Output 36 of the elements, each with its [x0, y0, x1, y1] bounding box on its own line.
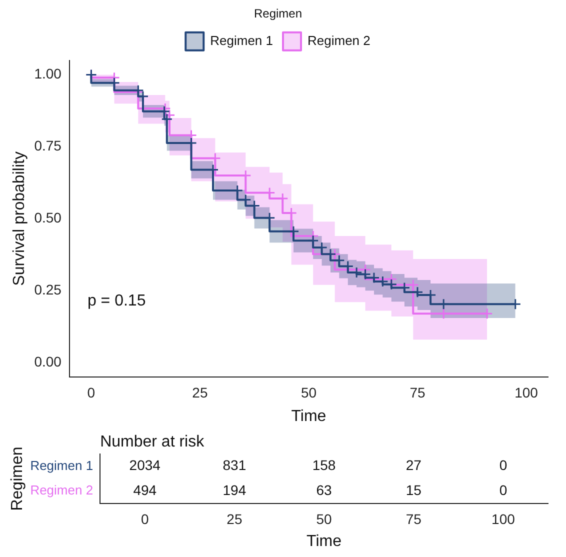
data-label: 0: [499, 457, 508, 474]
data-label: 494: [133, 482, 157, 498]
x-tick-label: 25: [192, 384, 208, 400]
x-tick-label: 50: [316, 510, 332, 527]
data-label: 831: [222, 457, 246, 474]
data-label: 194: [222, 482, 246, 498]
annotation: p = 0.15: [87, 292, 146, 310]
x-tick-label: 50: [300, 384, 317, 400]
y-tick-label: 1.00: [34, 66, 62, 82]
x-tick-label: 100: [492, 510, 516, 527]
y-tick-label: 0.00: [34, 353, 62, 370]
chart-title: Number at risk: [100, 433, 206, 450]
legend-label: Regimen 1: [210, 32, 274, 48]
legend-label: Regimen 2: [308, 32, 370, 48]
x-tick-label: 100: [514, 384, 538, 400]
x-tick-label: 75: [410, 384, 426, 400]
x-tick-label: 0: [140, 510, 149, 527]
data-label: 27: [406, 457, 422, 474]
x-tick-label: 75: [406, 510, 422, 527]
y-tick-label: 0.25: [34, 282, 62, 298]
y-axis-title: Regimen: [9, 446, 26, 511]
x-tick-label: 0: [87, 384, 96, 400]
x-axis-title: Time: [306, 532, 342, 550]
y-tick-label: Regimen 1: [30, 458, 94, 473]
x-tick-label: 25: [226, 510, 242, 527]
legend-title: Regimen: [254, 6, 302, 20]
data-label: 0: [499, 482, 508, 498]
y-tick-label: 0.50: [34, 210, 62, 226]
y-axis-title: Survival probability: [11, 152, 28, 286]
data-label: 2034: [129, 457, 161, 474]
data-label: 63: [316, 482, 332, 498]
y-tick-label: 0.75: [34, 138, 62, 154]
data-label: 15: [406, 482, 422, 498]
x-axis-title: Time: [291, 408, 326, 425]
data-label: 158: [312, 457, 336, 474]
y-tick-label: Regimen 2: [30, 482, 94, 498]
